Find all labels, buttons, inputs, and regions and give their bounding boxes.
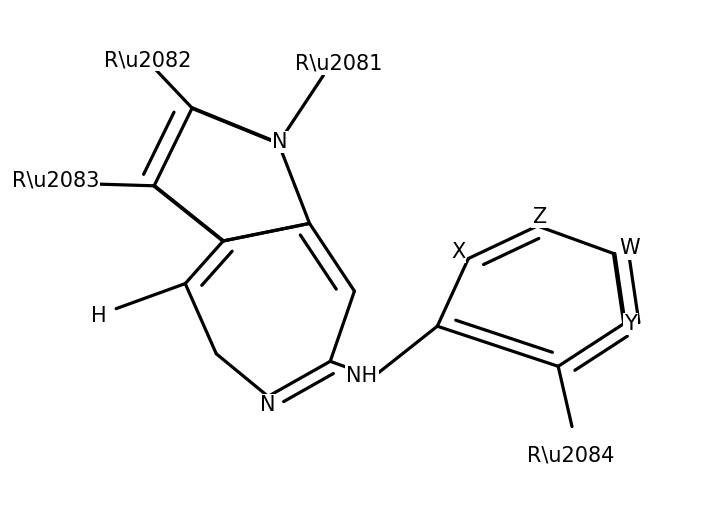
Text: N: N — [272, 132, 287, 152]
Text: X: X — [451, 242, 465, 262]
Text: NH: NH — [347, 367, 378, 386]
Text: Y: Y — [624, 314, 637, 334]
Text: R\u2082: R\u2082 — [104, 50, 191, 70]
Text: R\u2083: R\u2083 — [12, 171, 99, 191]
Text: R\u2084: R\u2084 — [527, 445, 614, 465]
Text: N: N — [261, 395, 276, 415]
Text: W: W — [619, 238, 640, 259]
Text: R\u2081: R\u2081 — [295, 54, 382, 74]
Text: Z: Z — [532, 207, 546, 228]
Text: H: H — [91, 306, 107, 326]
